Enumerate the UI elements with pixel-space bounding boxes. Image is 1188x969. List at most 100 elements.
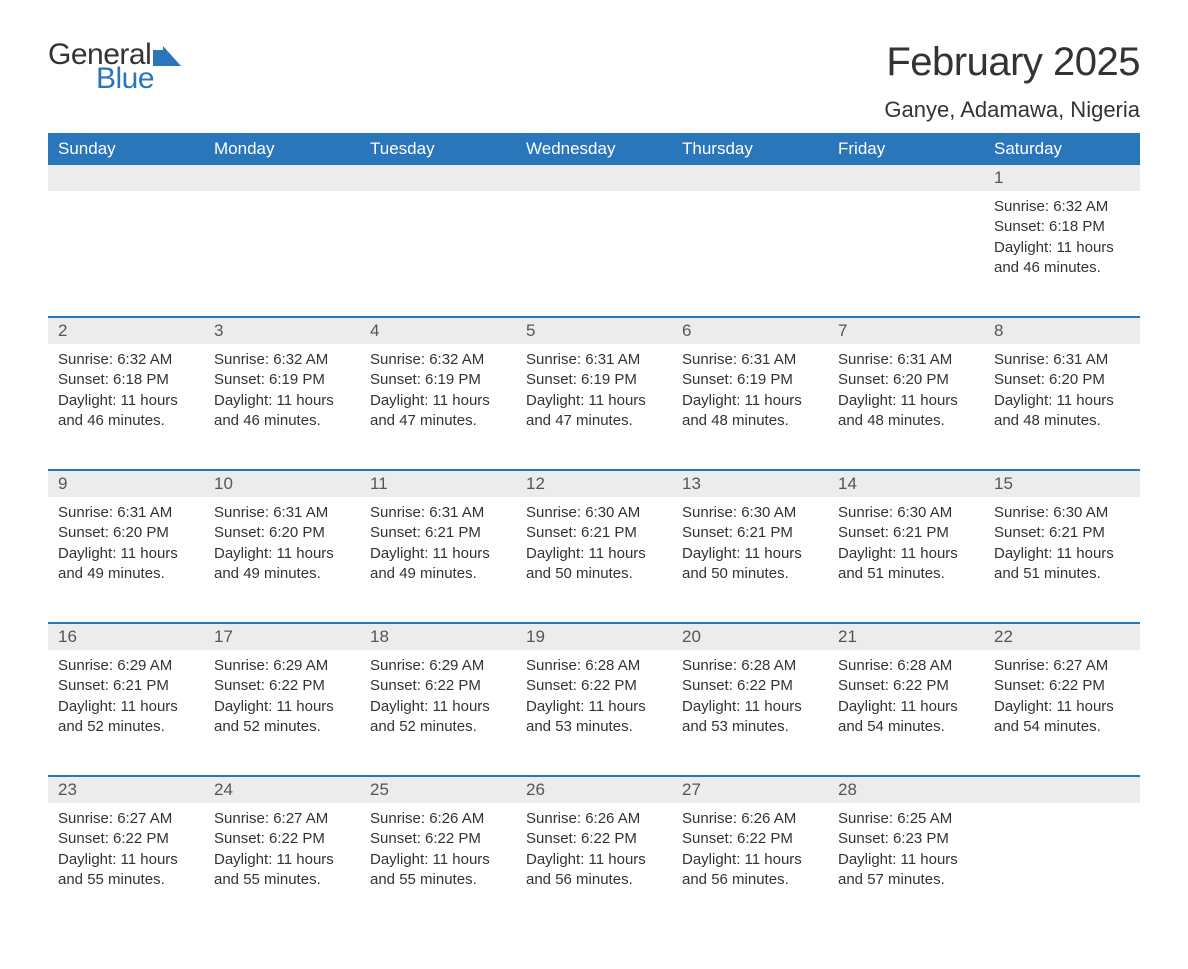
day-data: Sunrise: 6:29 AMSunset: 6:22 PMDaylight:… — [360, 650, 516, 737]
day-header: Saturday — [984, 133, 1140, 165]
day-data-cell — [204, 191, 360, 317]
day-header: Wednesday — [516, 133, 672, 165]
day-data: Sunrise: 6:29 AMSunset: 6:21 PMDaylight:… — [48, 650, 204, 737]
day-number-cell: 15 — [984, 470, 1140, 497]
title-block: February 2025 Ganye, Adamawa, Nigeria — [884, 40, 1140, 123]
day-data-cell: Sunrise: 6:28 AMSunset: 6:22 PMDaylight:… — [828, 650, 984, 776]
day-data-cell: Sunrise: 6:28 AMSunset: 6:22 PMDaylight:… — [516, 650, 672, 776]
day-number-cell: 16 — [48, 623, 204, 650]
day-number-cell: 27 — [672, 776, 828, 803]
day-number-cell: 17 — [204, 623, 360, 650]
day-data-cell — [672, 191, 828, 317]
day-number-cell: 6 — [672, 317, 828, 344]
month-title: February 2025 — [884, 40, 1140, 85]
day-number-cell — [984, 776, 1140, 803]
day-data-cell: Sunrise: 6:29 AMSunset: 6:22 PMDaylight:… — [204, 650, 360, 776]
day-data: Sunrise: 6:32 AMSunset: 6:18 PMDaylight:… — [48, 344, 204, 431]
day-number-cell: 25 — [360, 776, 516, 803]
day-number-cell: 18 — [360, 623, 516, 650]
day-data: Sunrise: 6:30 AMSunset: 6:21 PMDaylight:… — [828, 497, 984, 584]
day-data-cell: Sunrise: 6:31 AMSunset: 6:19 PMDaylight:… — [516, 344, 672, 470]
header: General Blue February 2025 Ganye, Adamaw… — [48, 40, 1140, 123]
week-number-row: 9101112131415 — [48, 470, 1140, 497]
day-header: Monday — [204, 133, 360, 165]
day-data: Sunrise: 6:27 AMSunset: 6:22 PMDaylight:… — [204, 803, 360, 890]
day-number-cell: 26 — [516, 776, 672, 803]
day-data: Sunrise: 6:25 AMSunset: 6:23 PMDaylight:… — [828, 803, 984, 890]
day-data-cell — [48, 191, 204, 317]
day-data-cell: Sunrise: 6:31 AMSunset: 6:20 PMDaylight:… — [204, 497, 360, 623]
day-data-cell: Sunrise: 6:30 AMSunset: 6:21 PMDaylight:… — [672, 497, 828, 623]
week-data-row: Sunrise: 6:27 AMSunset: 6:22 PMDaylight:… — [48, 803, 1140, 929]
day-header: Tuesday — [360, 133, 516, 165]
day-data-cell: Sunrise: 6:31 AMSunset: 6:20 PMDaylight:… — [48, 497, 204, 623]
day-number-cell: 13 — [672, 470, 828, 497]
day-data-cell: Sunrise: 6:26 AMSunset: 6:22 PMDaylight:… — [516, 803, 672, 929]
day-data: Sunrise: 6:31 AMSunset: 6:20 PMDaylight:… — [204, 497, 360, 584]
day-data: Sunrise: 6:29 AMSunset: 6:22 PMDaylight:… — [204, 650, 360, 737]
day-number-cell — [360, 165, 516, 191]
day-data-cell: Sunrise: 6:32 AMSunset: 6:19 PMDaylight:… — [360, 344, 516, 470]
day-number-cell: 20 — [672, 623, 828, 650]
day-number-cell: 8 — [984, 317, 1140, 344]
logo-text-blue: Blue — [96, 64, 181, 94]
day-data: Sunrise: 6:27 AMSunset: 6:22 PMDaylight:… — [984, 650, 1140, 737]
day-data: Sunrise: 6:31 AMSunset: 6:19 PMDaylight:… — [516, 344, 672, 431]
day-data-cell: Sunrise: 6:26 AMSunset: 6:22 PMDaylight:… — [360, 803, 516, 929]
week-data-row: Sunrise: 6:29 AMSunset: 6:21 PMDaylight:… — [48, 650, 1140, 776]
day-data-cell: Sunrise: 6:31 AMSunset: 6:21 PMDaylight:… — [360, 497, 516, 623]
day-data: Sunrise: 6:28 AMSunset: 6:22 PMDaylight:… — [828, 650, 984, 737]
logo: General Blue — [48, 40, 181, 94]
week-number-row: 1 — [48, 165, 1140, 191]
day-data-cell: Sunrise: 6:32 AMSunset: 6:18 PMDaylight:… — [984, 191, 1140, 317]
day-data-cell: Sunrise: 6:27 AMSunset: 6:22 PMDaylight:… — [984, 650, 1140, 776]
week-number-row: 2345678 — [48, 317, 1140, 344]
day-data: Sunrise: 6:28 AMSunset: 6:22 PMDaylight:… — [516, 650, 672, 737]
day-header: Thursday — [672, 133, 828, 165]
day-data-cell: Sunrise: 6:31 AMSunset: 6:20 PMDaylight:… — [828, 344, 984, 470]
day-header-row: SundayMondayTuesdayWednesdayThursdayFrid… — [48, 133, 1140, 165]
day-data-cell — [360, 191, 516, 317]
day-data: Sunrise: 6:30 AMSunset: 6:21 PMDaylight:… — [516, 497, 672, 584]
day-data-cell: Sunrise: 6:27 AMSunset: 6:22 PMDaylight:… — [204, 803, 360, 929]
day-data-cell: Sunrise: 6:31 AMSunset: 6:19 PMDaylight:… — [672, 344, 828, 470]
day-data: Sunrise: 6:32 AMSunset: 6:19 PMDaylight:… — [204, 344, 360, 431]
week-data-row: Sunrise: 6:31 AMSunset: 6:20 PMDaylight:… — [48, 497, 1140, 623]
day-data-cell: Sunrise: 6:30 AMSunset: 6:21 PMDaylight:… — [516, 497, 672, 623]
day-data-cell: Sunrise: 6:29 AMSunset: 6:21 PMDaylight:… — [48, 650, 204, 776]
day-number-cell — [48, 165, 204, 191]
day-data-cell — [984, 803, 1140, 929]
day-number-cell: 1 — [984, 165, 1140, 191]
day-number-cell: 7 — [828, 317, 984, 344]
day-number-cell: 24 — [204, 776, 360, 803]
day-number-cell: 22 — [984, 623, 1140, 650]
day-data: Sunrise: 6:28 AMSunset: 6:22 PMDaylight:… — [672, 650, 828, 737]
calendar-table: SundayMondayTuesdayWednesdayThursdayFrid… — [48, 133, 1140, 929]
week-number-row: 16171819202122 — [48, 623, 1140, 650]
day-data: Sunrise: 6:31 AMSunset: 6:20 PMDaylight:… — [984, 344, 1140, 431]
day-number-cell — [828, 165, 984, 191]
day-data: Sunrise: 6:32 AMSunset: 6:18 PMDaylight:… — [984, 191, 1140, 278]
day-number-cell: 4 — [360, 317, 516, 344]
day-data-cell — [516, 191, 672, 317]
day-data-cell: Sunrise: 6:29 AMSunset: 6:22 PMDaylight:… — [360, 650, 516, 776]
day-number-cell: 28 — [828, 776, 984, 803]
day-number-cell: 11 — [360, 470, 516, 497]
day-number-cell — [516, 165, 672, 191]
day-number-cell: 10 — [204, 470, 360, 497]
day-data-cell: Sunrise: 6:25 AMSunset: 6:23 PMDaylight:… — [828, 803, 984, 929]
day-number-cell: 21 — [828, 623, 984, 650]
day-data-cell: Sunrise: 6:28 AMSunset: 6:22 PMDaylight:… — [672, 650, 828, 776]
day-number-cell: 9 — [48, 470, 204, 497]
day-header: Friday — [828, 133, 984, 165]
week-number-row: 232425262728 — [48, 776, 1140, 803]
day-data-cell: Sunrise: 6:32 AMSunset: 6:19 PMDaylight:… — [204, 344, 360, 470]
day-data: Sunrise: 6:26 AMSunset: 6:22 PMDaylight:… — [516, 803, 672, 890]
day-data: Sunrise: 6:31 AMSunset: 6:21 PMDaylight:… — [360, 497, 516, 584]
day-number-cell — [204, 165, 360, 191]
day-data-cell: Sunrise: 6:30 AMSunset: 6:21 PMDaylight:… — [828, 497, 984, 623]
location: Ganye, Adamawa, Nigeria — [884, 97, 1140, 123]
day-data: Sunrise: 6:31 AMSunset: 6:19 PMDaylight:… — [672, 344, 828, 431]
day-data-cell — [828, 191, 984, 317]
week-data-row: Sunrise: 6:32 AMSunset: 6:18 PMDaylight:… — [48, 191, 1140, 317]
